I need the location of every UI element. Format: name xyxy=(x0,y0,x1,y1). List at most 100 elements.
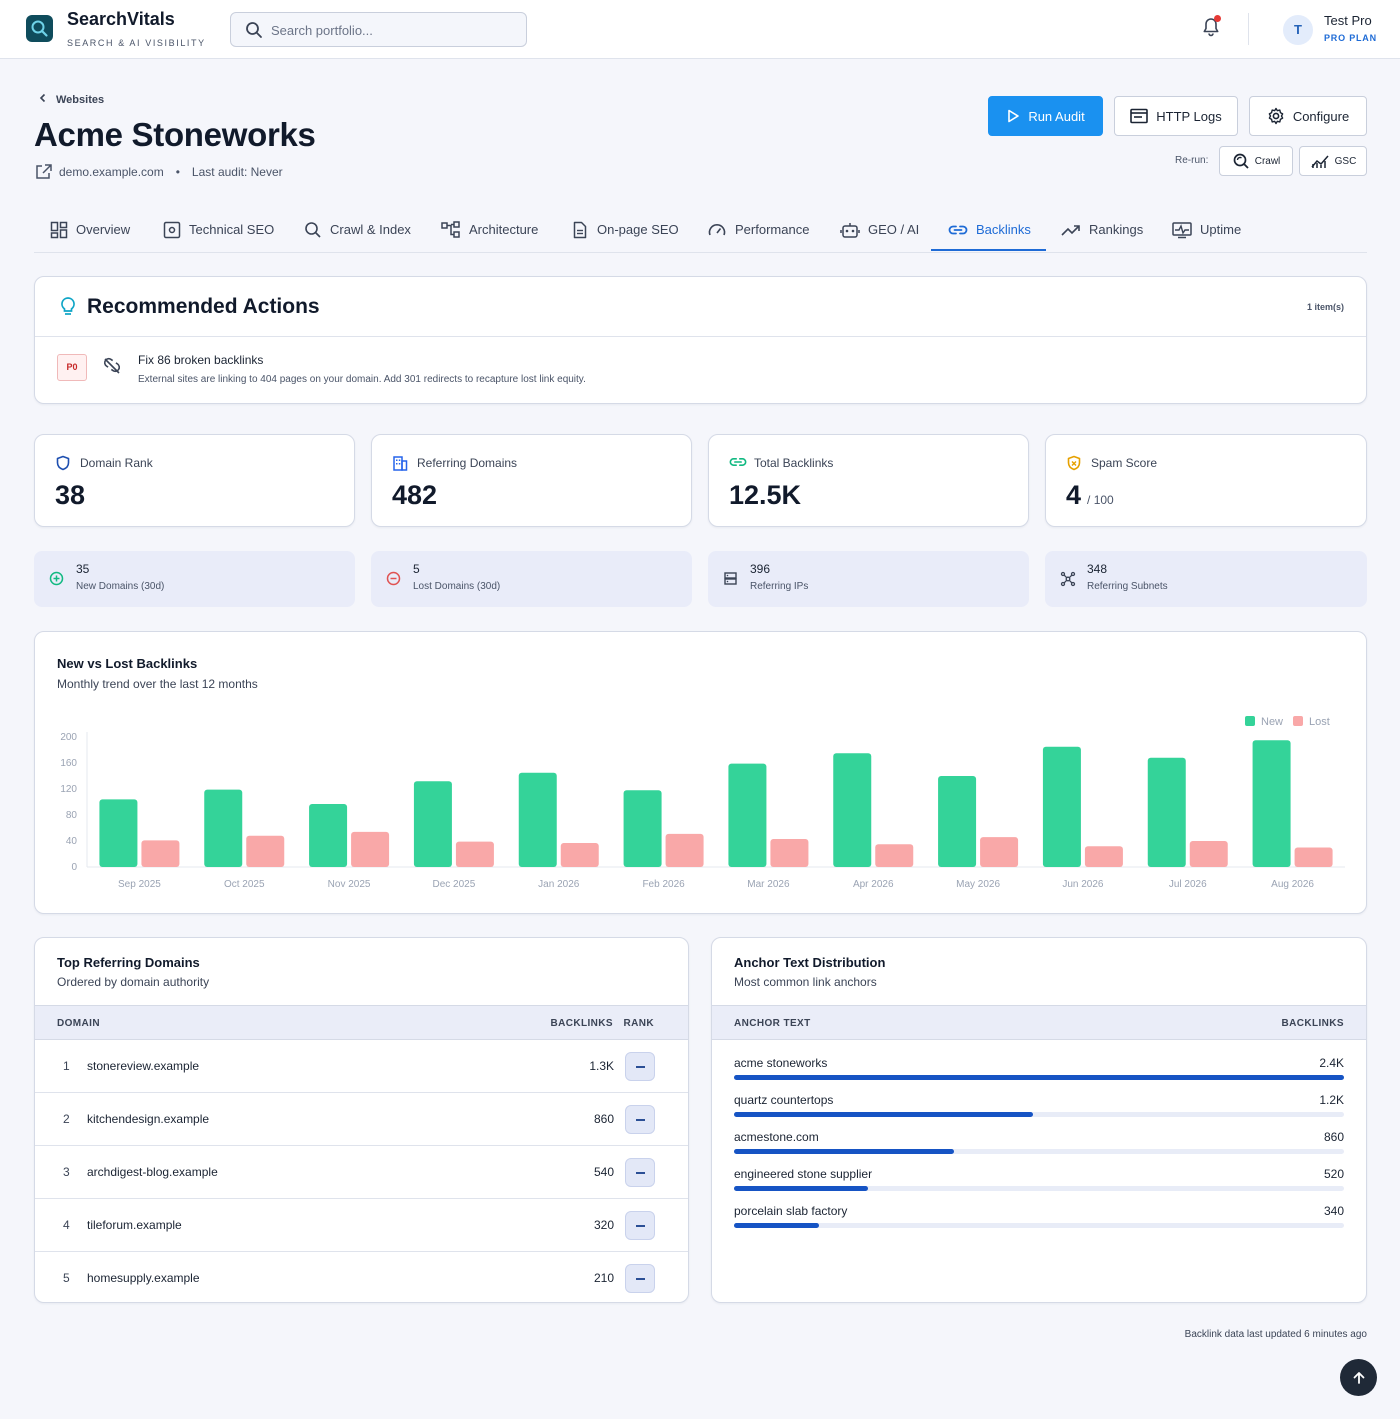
table-body: 1 stonereview.example 1.3K 2 kitchendesi… xyxy=(35,1040,688,1304)
chevron-left-icon xyxy=(39,93,46,103)
anchor-bar-fill xyxy=(734,1149,954,1154)
x-tick-label: Oct 2025 xyxy=(224,879,265,890)
table-row[interactable]: 1 stonereview.example 1.3K xyxy=(35,1040,688,1093)
anchor-bar-track xyxy=(734,1186,1344,1191)
row-domain[interactable]: kitchendesign.example xyxy=(87,1112,210,1126)
bar-chart: 0 40 80 120 160 200 Sep 2025 Oct 2025 Nov 2025 De… xyxy=(60,716,1345,890)
row-domain[interactable]: archdigest-blog.example xyxy=(87,1165,218,1179)
notification-dot xyxy=(1214,15,1221,22)
anchor-bar-fill xyxy=(734,1075,1344,1080)
table-row[interactable]: 4 tileforum.example 320 xyxy=(35,1199,688,1252)
crawl-label: Crawl xyxy=(1254,155,1281,167)
chart-bars-icon xyxy=(1311,155,1329,168)
x-tick-label: Sep 2025 xyxy=(118,879,161,890)
external-link-icon[interactable] xyxy=(35,163,53,181)
card-header: Recommended Actions 1 item(s) xyxy=(35,277,1366,337)
anchor-count: 2.4K xyxy=(1319,1056,1344,1070)
stat-value: 396 xyxy=(750,562,771,576)
bar-new xyxy=(518,772,557,867)
kpi-domain-rank: Domain Rank 38 xyxy=(34,434,355,527)
card-title: Recommended Actions xyxy=(87,295,320,318)
search-icon xyxy=(305,221,321,238)
rerun-label: Re-run: xyxy=(1175,155,1209,166)
column-header-rank[interactable]: RANK xyxy=(623,1018,654,1029)
row-domain[interactable]: stonereview.example xyxy=(87,1059,200,1073)
robot-icon xyxy=(840,222,860,238)
kpi-label: Spam Score xyxy=(1091,456,1158,470)
row-number: 2 xyxy=(63,1112,70,1126)
legend-swatch xyxy=(1293,716,1303,726)
table-row[interactable]: 3 archdigest-blog.example 540 xyxy=(35,1146,688,1199)
column-header-domain[interactable]: DOMAIN xyxy=(57,1018,100,1029)
bar-lost xyxy=(770,839,809,867)
stat-value: 5 xyxy=(413,562,420,576)
last-audit: Last audit: Never xyxy=(191,165,283,179)
x-tick-label: Jun 2026 xyxy=(1062,879,1104,890)
anchor-text: quartz countertops xyxy=(734,1093,834,1107)
tab-technical-seo[interactable]: Technical SEO xyxy=(163,207,274,252)
app-tagline: SEARCH & AI VISIBILITY xyxy=(67,38,206,48)
tab-on-page-seo[interactable]: On-page SEO xyxy=(571,207,679,252)
column-header-backlinks[interactable]: BACKLINKS xyxy=(550,1018,613,1029)
kpi-total-backlinks: Total Backlinks 12.5K xyxy=(708,434,1029,527)
anchor-bar-track xyxy=(734,1149,1344,1154)
search-input[interactable] xyxy=(271,21,511,39)
app-logo[interactable] xyxy=(26,15,53,42)
stat-lost-domains: 5 Lost Domains (30d) xyxy=(371,551,692,607)
arrow-up-icon xyxy=(1353,1371,1364,1384)
avatar[interactable]: T xyxy=(1283,15,1313,45)
http-logs-button[interactable]: HTTP Logs xyxy=(1114,96,1238,136)
tab-geo-ai[interactable]: GEO / AI xyxy=(840,207,919,252)
scroll-to-top-button[interactable] xyxy=(1340,1359,1377,1396)
y-tick-label: 120 xyxy=(60,784,77,795)
tab-performance[interactable]: Performance xyxy=(707,207,809,252)
run-audit-button[interactable]: Run Audit xyxy=(988,96,1103,136)
search-box[interactable] xyxy=(230,12,527,47)
user-plan-badge: PRO PLAN xyxy=(1324,33,1377,43)
tab-overview[interactable]: Overview xyxy=(50,207,130,252)
gear-icon xyxy=(1268,107,1284,125)
top-referring-domains-card: Top Referring Domains Ordered by domain … xyxy=(34,937,689,1303)
user-name[interactable]: Test Pro xyxy=(1324,13,1372,28)
configure-button[interactable]: Configure xyxy=(1249,96,1367,136)
page-title: Acme Stoneworks xyxy=(34,116,316,153)
tab-backlinks[interactable]: Backlinks xyxy=(948,207,1031,252)
row-domain[interactable]: homesupply.example xyxy=(87,1271,200,1285)
kpi-sub: / 100 xyxy=(1087,493,1114,507)
y-tick-label: 0 xyxy=(71,862,77,873)
anchor-bar-track xyxy=(734,1075,1344,1080)
tab-uptime[interactable]: Uptime xyxy=(1172,207,1241,252)
row-domain[interactable]: tileforum.example xyxy=(87,1218,182,1232)
tab-crawl-index[interactable]: Crawl & Index xyxy=(304,207,411,252)
shield-icon xyxy=(56,455,70,471)
row-number: 3 xyxy=(63,1165,70,1179)
building-icon xyxy=(393,456,408,471)
anchor-row: porcelain slab factory 340 xyxy=(734,1204,1344,1238)
kpi-label: Referring Domains xyxy=(417,456,518,470)
rerun-crawl-button[interactable]: Crawl xyxy=(1219,146,1293,176)
x-tick-label: Feb 2026 xyxy=(642,879,685,890)
rerun-gsc-button[interactable]: GSC xyxy=(1299,146,1367,176)
bar-new xyxy=(1252,740,1291,867)
stat-referring-ips: 396 Referring IPs xyxy=(708,551,1029,607)
priority-badge: P0 xyxy=(57,354,87,381)
tab-architecture[interactable]: Architecture xyxy=(441,207,538,252)
table-row[interactable]: 2 kitchendesign.example 860 xyxy=(35,1093,688,1146)
stat-referring-subnets: 348 Referring Subnets xyxy=(1045,551,1367,607)
tab-label: On-page SEO xyxy=(597,222,679,237)
app-name: SearchVitals xyxy=(67,9,175,29)
anchor-row: quartz countertops 1.2K xyxy=(734,1093,1344,1127)
action-title[interactable]: Fix 86 broken backlinks xyxy=(138,353,264,367)
row-number: 1 xyxy=(63,1059,70,1073)
back-link[interactable]: Websites xyxy=(38,93,104,106)
table-row[interactable]: 5 homesupply.example 210 xyxy=(35,1252,688,1305)
column-header-backlinks[interactable]: BACKLINKS xyxy=(1281,1018,1344,1029)
site-domain[interactable]: demo.example.com xyxy=(59,165,164,179)
crawl-icon xyxy=(1233,153,1249,169)
broken-link-icon xyxy=(103,357,121,374)
column-header-anchor-text[interactable]: ANCHOR TEXT xyxy=(734,1018,811,1029)
tab-label: Backlinks xyxy=(976,222,1031,237)
x-tick-label: Aug 2026 xyxy=(1271,879,1314,890)
tab-rankings[interactable]: Rankings xyxy=(1061,207,1143,252)
anchor-text: porcelain slab factory xyxy=(734,1204,848,1218)
